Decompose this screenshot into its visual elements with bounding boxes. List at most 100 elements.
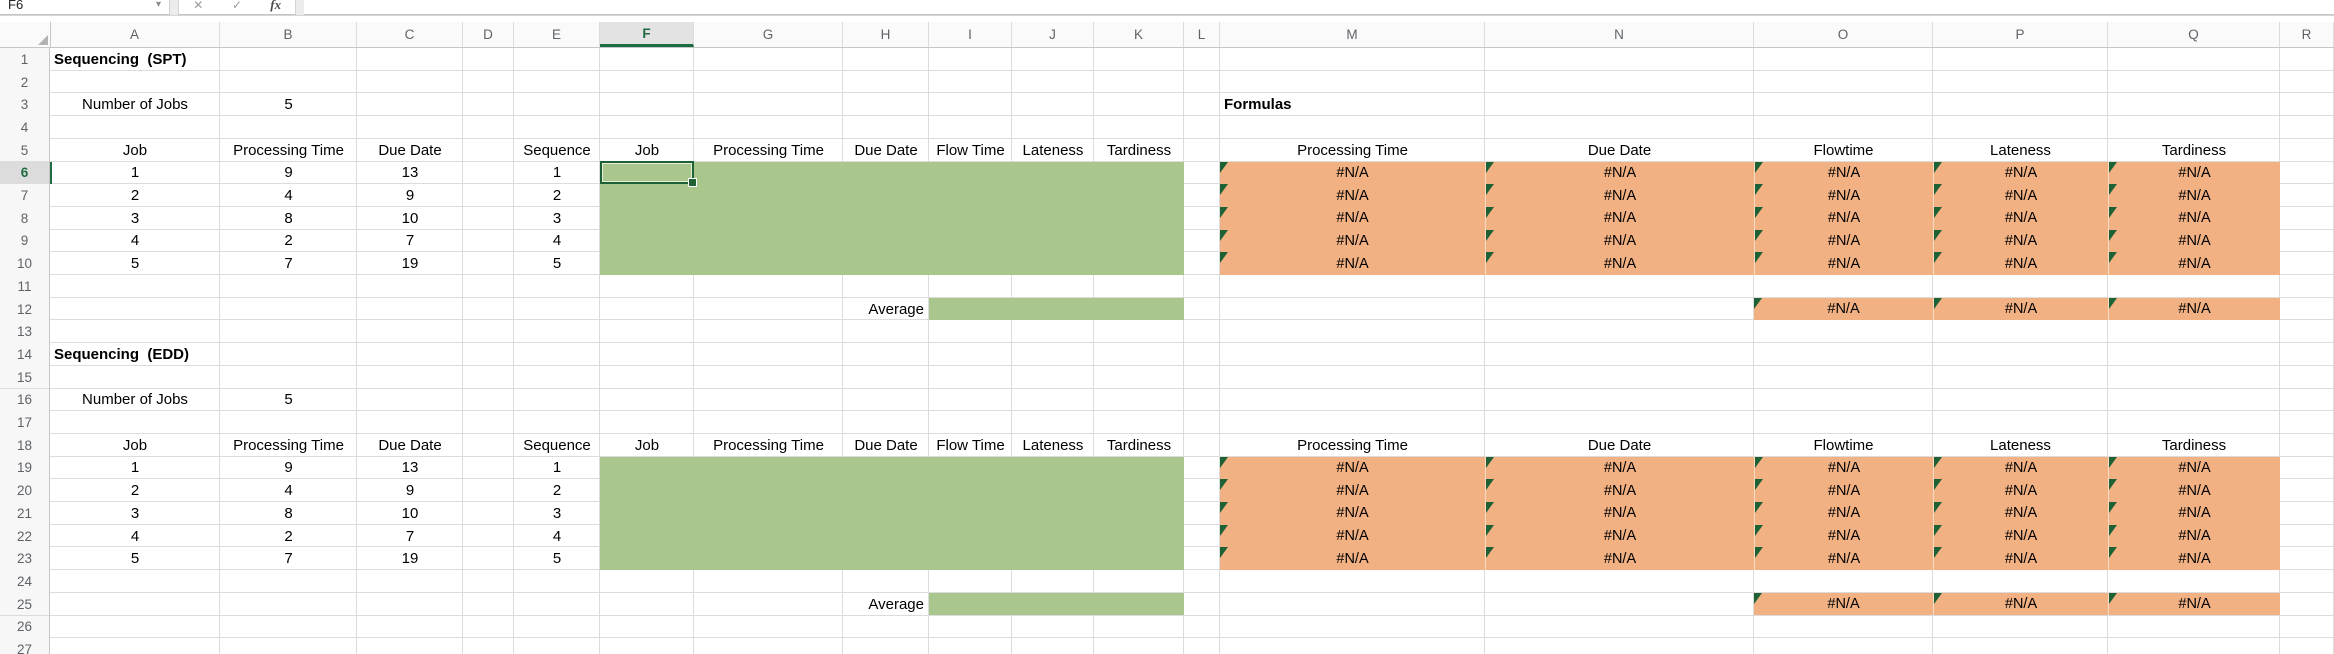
cell-E22[interactable]: 4 xyxy=(552,527,562,545)
cell-Q5[interactable]: Tardiness xyxy=(2161,141,2227,159)
row-header-19[interactable]: 19 xyxy=(0,456,49,480)
cell-C21[interactable]: 10 xyxy=(401,504,419,522)
cell-O6[interactable]: #N/A xyxy=(1754,161,1933,185)
cell-Q25[interactable]: #N/A xyxy=(2108,592,2280,616)
cell-O19[interactable]: #N/A xyxy=(1754,456,1933,480)
cell-B8[interactable]: 8 xyxy=(284,209,293,227)
column-header-G[interactable]: G xyxy=(694,22,843,47)
row-header-22[interactable]: 22 xyxy=(0,524,49,548)
cell-B10[interactable]: 7 xyxy=(284,255,293,273)
chevron-down-icon[interactable]: ▾ xyxy=(155,0,161,10)
cell-O22[interactable]: #N/A xyxy=(1754,524,1933,548)
cell-Q12[interactable]: #N/A xyxy=(2108,297,2280,321)
cell-J18[interactable]: Lateness xyxy=(1022,436,1084,454)
cell-G18[interactable]: Processing Time xyxy=(713,436,824,454)
row-header-23[interactable]: 23 xyxy=(0,547,49,571)
cell-E21[interactable]: 3 xyxy=(552,504,562,522)
cell-B20[interactable]: 4 xyxy=(284,482,293,500)
cell-C10[interactable]: 19 xyxy=(401,255,419,273)
cell-B21[interactable]: 8 xyxy=(284,504,293,522)
cell-N8[interactable]: #N/A xyxy=(1485,206,1754,230)
column-header-J[interactable]: J xyxy=(1012,22,1094,47)
cell-A9[interactable]: 4 xyxy=(130,232,140,250)
cell-B22[interactable]: 2 xyxy=(284,527,293,545)
cell-B5[interactable]: Processing Time xyxy=(233,141,344,159)
cell-P12[interactable]: #N/A xyxy=(1933,297,2108,321)
column-header-F[interactable]: F xyxy=(600,22,694,47)
column-header-H[interactable]: H xyxy=(843,22,929,47)
row-header-4[interactable]: 4 xyxy=(0,116,49,139)
cell-E9[interactable]: 4 xyxy=(552,232,562,250)
row-header-21[interactable]: 21 xyxy=(0,502,49,525)
cell-O8[interactable]: #N/A xyxy=(1754,206,1933,230)
cell-B23[interactable]: 7 xyxy=(284,550,293,568)
cell-E8[interactable]: 3 xyxy=(552,209,562,227)
cell-F5[interactable]: Job xyxy=(634,141,660,159)
cell-B9[interactable]: 2 xyxy=(284,232,293,250)
cell-N9[interactable]: #N/A xyxy=(1485,229,1754,253)
row-header-5[interactable]: 5 xyxy=(0,138,49,162)
cell-B19[interactable]: 9 xyxy=(284,459,293,477)
cell-M5[interactable]: Processing Time xyxy=(1297,141,1408,159)
cell-C7[interactable]: 9 xyxy=(405,187,415,205)
cell-P20[interactable]: #N/A xyxy=(1933,479,2108,502)
cell-P19[interactable]: #N/A xyxy=(1933,456,2108,480)
cell-O25[interactable]: #N/A xyxy=(1754,592,1933,616)
row-header-16[interactable]: 16 xyxy=(0,388,49,412)
row-header-1[interactable]: 1 xyxy=(0,48,49,71)
cell-Q7[interactable]: #N/A xyxy=(2108,184,2280,207)
cell-A1[interactable]: Sequencing (SPT) xyxy=(54,50,187,68)
cell-M9[interactable]: #N/A xyxy=(1220,229,1485,253)
column-header-M[interactable]: M xyxy=(1220,22,1485,47)
cell-E10[interactable]: 5 xyxy=(552,255,562,273)
cell-G5[interactable]: Processing Time xyxy=(713,141,824,159)
row-header-8[interactable]: 8 xyxy=(0,206,49,230)
column-header-L[interactable]: L xyxy=(1184,22,1220,47)
cell-N23[interactable]: #N/A xyxy=(1485,547,1754,571)
cell-I5[interactable]: Flow Time xyxy=(936,141,1005,159)
column-header-E[interactable]: E xyxy=(514,22,600,47)
column-header-N[interactable]: N xyxy=(1485,22,1754,47)
formula-input[interactable] xyxy=(304,0,2334,15)
column-header-O[interactable]: O xyxy=(1754,22,1933,47)
cell-E5[interactable]: Sequence xyxy=(523,141,591,159)
cell-Q19[interactable]: #N/A xyxy=(2108,456,2280,480)
cell-E23[interactable]: 5 xyxy=(552,550,562,568)
cell-E6[interactable]: 1 xyxy=(552,164,562,182)
cell-J5[interactable]: Lateness xyxy=(1022,141,1084,159)
cell-C9[interactable]: 7 xyxy=(405,232,415,250)
cell-P10[interactable]: #N/A xyxy=(1933,252,2108,275)
cell-A8[interactable]: 3 xyxy=(130,209,140,227)
cell-N18[interactable]: Due Date xyxy=(1587,436,1652,454)
cell-B16[interactable]: 5 xyxy=(284,391,293,409)
row-header-3[interactable]: 3 xyxy=(0,93,49,117)
row-header-9[interactable]: 9 xyxy=(0,229,49,253)
cell-E7[interactable]: 2 xyxy=(552,187,562,205)
cell-N22[interactable]: #N/A xyxy=(1485,524,1754,548)
cell-P21[interactable]: #N/A xyxy=(1933,502,2108,525)
cell-H25[interactable]: Average xyxy=(868,595,924,613)
row-header-27[interactable]: 27 xyxy=(0,638,49,654)
cancel-icon[interactable]: ✕ xyxy=(193,0,204,12)
column-header-D[interactable]: D xyxy=(463,22,514,47)
cell-Q21[interactable]: #N/A xyxy=(2108,502,2280,525)
cell-A3[interactable]: Number of Jobs xyxy=(82,96,188,114)
cell-P9[interactable]: #N/A xyxy=(1933,229,2108,253)
column-header-B[interactable]: B xyxy=(220,22,357,47)
row-header-15[interactable]: 15 xyxy=(0,365,49,389)
row-header-24[interactable]: 24 xyxy=(0,570,49,593)
cell-O10[interactable]: #N/A xyxy=(1754,252,1933,275)
row-header-18[interactable]: 18 xyxy=(0,433,49,457)
cell-Q10[interactable]: #N/A xyxy=(2108,252,2280,275)
row-header-10[interactable]: 10 xyxy=(0,252,49,275)
cell-M23[interactable]: #N/A xyxy=(1220,547,1485,571)
cell-B6[interactable]: 9 xyxy=(284,164,293,182)
cell-O23[interactable]: #N/A xyxy=(1754,547,1933,571)
row-header-13[interactable]: 13 xyxy=(0,320,49,344)
row-header-14[interactable]: 14 xyxy=(0,343,49,366)
row-header-26[interactable]: 26 xyxy=(0,615,49,639)
cell-B18[interactable]: Processing Time xyxy=(233,436,344,454)
column-header-Q[interactable]: Q xyxy=(2108,22,2280,47)
column-header-I[interactable]: I xyxy=(929,22,1012,47)
cell-M3[interactable]: Formulas xyxy=(1224,96,1292,114)
